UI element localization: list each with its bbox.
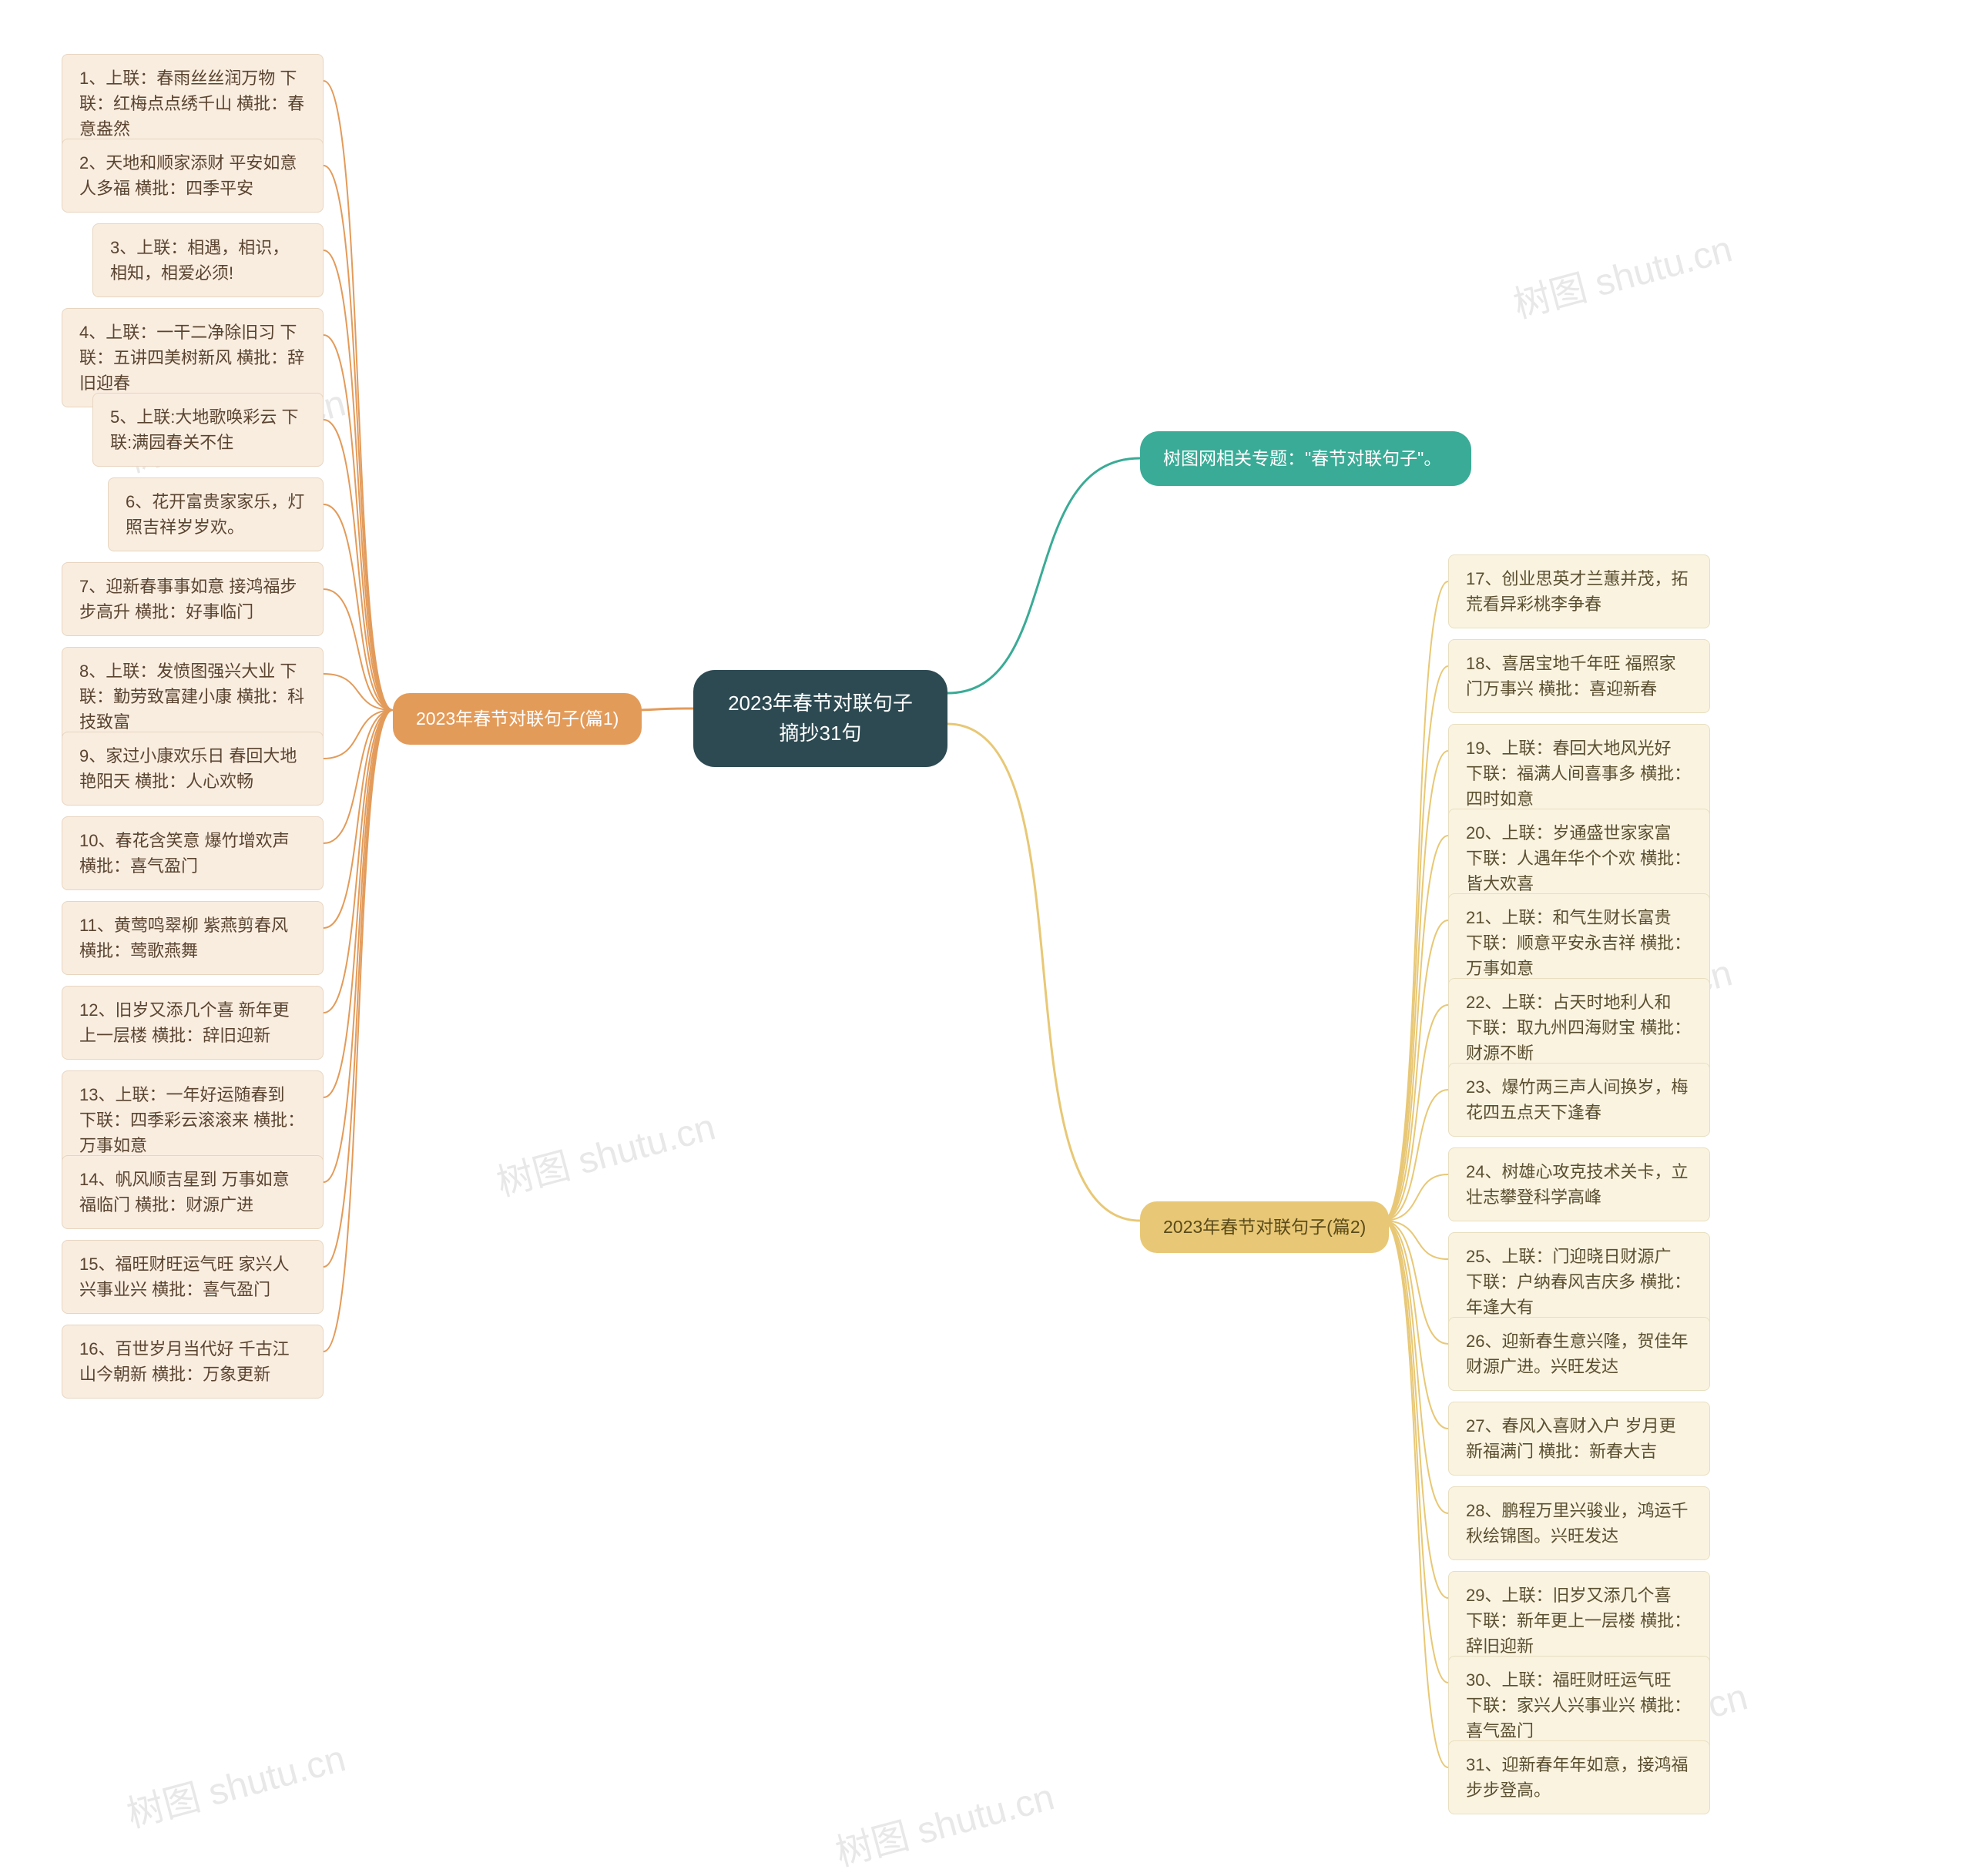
leaf-left-item[interactable]: 9、家过小康欢乐日 春回大地艳阳天 横批：人心欢畅 (62, 732, 324, 806)
leaf-right-text: 18、喜居宝地千年旺 福照家门万事兴 横批：喜迎新春 (1466, 654, 1676, 698)
leaf-left-item[interactable]: 7、迎新春事事如意 接鸿福步步高升 横批：好事临门 (62, 562, 324, 636)
leaf-right-text: 24、树雄心攻克技术关卡，立壮志攀登科学高峰 (1466, 1162, 1688, 1207)
leaf-right-item[interactable]: 23、爆竹两三声人间换岁，梅花四五点天下逢春 (1448, 1063, 1710, 1137)
leaf-left-item[interactable]: 10、春花含笑意 爆竹增欢声 横批：喜气盈门 (62, 816, 324, 890)
leaf-left-item[interactable]: 11、黄莺鸣翠柳 紫燕剪春风 横批：莺歌燕舞 (62, 901, 324, 975)
leaf-left-text: 14、帆风顺吉星到 万事如意福临门 横批：财源广进 (79, 1170, 290, 1214)
leaf-right-text: 19、上联：春回大地风光好 下联：福满人间喜事多 横批：四时如意 (1466, 739, 1691, 809)
branch-left-label: 2023年春节对联句子(篇1) (416, 709, 619, 729)
leaf-right-item[interactable]: 28、鹏程万里兴骏业，鸿运千秋绘锦图。兴旺发达 (1448, 1486, 1710, 1560)
leaf-left-item[interactable]: 2、天地和顺家添财 平安如意人多福 横批：四季平安 (62, 139, 324, 213)
leaf-right-text: 21、上联：和气生财长富贵 下联：顺意平安永吉祥 横批：万事如意 (1466, 908, 1691, 978)
leaf-left-item[interactable]: 5、上联:大地歌唤彩云 下联:满园春关不住 (92, 393, 324, 467)
leaf-left-item[interactable]: 6、花开富贵家家乐，灯照吉祥岁岁欢。 (108, 477, 324, 551)
leaf-left-item[interactable]: 12、旧岁又添几个喜 新年更上一层楼 横批：辞旧迎新 (62, 986, 324, 1060)
leaf-left-item[interactable]: 3、上联：相遇，相识，相知，相爱必须! (92, 223, 324, 297)
leaf-right-text: 23、爆竹两三声人间换岁，梅花四五点天下逢春 (1466, 1077, 1688, 1122)
leaf-left-text: 16、百世岁月当代好 千古江山今朝新 横批：万象更新 (79, 1339, 290, 1384)
leaf-left-item[interactable]: 14、帆风顺吉星到 万事如意福临门 横批：财源广进 (62, 1155, 324, 1229)
branch-left[interactable]: 2023年春节对联句子(篇1) (393, 693, 642, 745)
leaf-left-text: 6、花开富贵家家乐，灯照吉祥岁岁欢。 (126, 492, 304, 537)
root-title: 2023年春节对联句子摘抄31句 (728, 692, 913, 745)
leaf-right-item[interactable]: 26、迎新春生意兴隆，贺佳年财源广进。兴旺发达 (1448, 1317, 1710, 1391)
watermark: 树图 shutu.cn (829, 1767, 1059, 1876)
leaf-left-text: 9、家过小康欢乐日 春回大地艳阳天 横批：人心欢畅 (79, 746, 297, 791)
leaf-left-text: 12、旧岁又添几个喜 新年更上一层楼 横批：辞旧迎新 (79, 1000, 290, 1045)
watermark: 树图 shutu.cn (490, 1097, 720, 1207)
leaf-left-text: 15、福旺财旺运气旺 家兴人兴事业兴 横批：喜气盈门 (79, 1255, 290, 1299)
leaf-right-text: 20、上联：岁通盛世家家富 下联：人遇年华个个欢 横批：皆大欢喜 (1466, 823, 1691, 893)
leaf-left-text: 10、春花含笑意 爆竹增欢声 横批：喜气盈门 (79, 831, 290, 876)
branch-teal-label: 树图网相关专题："春节对联句子"。 (1163, 448, 1441, 468)
leaf-left-text: 4、上联：一干二净除旧习 下联：五讲四美树新风 横批：辞旧迎春 (79, 323, 304, 393)
leaf-left-text: 11、黄莺鸣翠柳 紫燕剪春风 横批：莺歌燕舞 (79, 916, 288, 960)
leaf-left-text: 1、上联：春雨丝丝润万物 下联：红梅点点绣千山 横批：春意盎然 (79, 69, 304, 139)
leaf-right-text: 25、上联：门迎晓日财源广 下联：户纳春风吉庆多 横批：年逢大有 (1466, 1247, 1691, 1317)
leaf-left-text: 13、上联：一年好运随春到 下联：四季彩云滚滚来 横批：万事如意 (79, 1085, 304, 1155)
leaf-left-text: 3、上联：相遇，相识，相知，相爱必须! (110, 238, 289, 283)
leaf-left-text: 7、迎新春事事如意 接鸿福步步高升 横批：好事临门 (79, 577, 297, 621)
leaf-left-text: 5、上联:大地歌唤彩云 下联:满园春关不住 (110, 407, 298, 452)
root-node[interactable]: 2023年春节对联句子摘抄31句 (693, 670, 947, 767)
leaf-right-text: 17、创业思英才兰蕙并茂，拓荒看异彩桃李争春 (1466, 569, 1688, 614)
leaf-right-text: 22、上联：占天时地利人和 下联：取九州四海财宝 横批：财源不断 (1466, 993, 1691, 1063)
leaf-right-text: 27、春风入喜财入户 岁月更新福满门 横批：新春大吉 (1466, 1416, 1676, 1461)
leaf-right-text: 26、迎新春生意兴隆，贺佳年财源广进。兴旺发达 (1466, 1332, 1688, 1376)
watermark: 树图 shutu.cn (1507, 219, 1737, 329)
leaf-right-text: 28、鹏程万里兴骏业，鸿运千秋绘锦图。兴旺发达 (1466, 1501, 1688, 1546)
leaf-right-text: 30、上联：福旺财旺运气旺 下联：家兴人兴事业兴 横批：喜气盈门 (1466, 1670, 1691, 1740)
leaf-left-text: 2、天地和顺家添财 平安如意人多福 横批：四季平安 (79, 153, 297, 198)
leaf-right-text: 29、上联：旧岁又添几个喜 下联：新年更上一层楼 横批：辞旧迎新 (1466, 1586, 1691, 1656)
leaf-left-item[interactable]: 16、百世岁月当代好 千古江山今朝新 横批：万象更新 (62, 1325, 324, 1399)
leaf-right-item[interactable]: 31、迎新春年年如意，接鸿福步步登高。 (1448, 1740, 1710, 1814)
branch-teal[interactable]: 树图网相关专题："春节对联句子"。 (1140, 431, 1471, 486)
leaf-left-item[interactable]: 15、福旺财旺运气旺 家兴人兴事业兴 横批：喜气盈门 (62, 1240, 324, 1314)
leaf-right-item[interactable]: 17、创业思英才兰蕙并茂，拓荒看异彩桃李争春 (1448, 554, 1710, 628)
branch-right-label: 2023年春节对联句子(篇2) (1163, 1217, 1366, 1237)
leaf-right-text: 31、迎新春年年如意，接鸿福步步登高。 (1466, 1755, 1688, 1800)
watermark: 树图 shutu.cn (120, 1728, 350, 1838)
branch-right[interactable]: 2023年春节对联句子(篇2) (1140, 1201, 1389, 1253)
leaf-right-item[interactable]: 18、喜居宝地千年旺 福照家门万事兴 横批：喜迎新春 (1448, 639, 1710, 713)
leaf-right-item[interactable]: 27、春风入喜财入户 岁月更新福满门 横批：新春大吉 (1448, 1402, 1710, 1476)
leaf-right-item[interactable]: 24、树雄心攻克技术关卡，立壮志攀登科学高峰 (1448, 1147, 1710, 1221)
leaf-left-text: 8、上联：发愤图强兴大业 下联：勤劳致富建小康 横批：科技致富 (79, 662, 304, 732)
